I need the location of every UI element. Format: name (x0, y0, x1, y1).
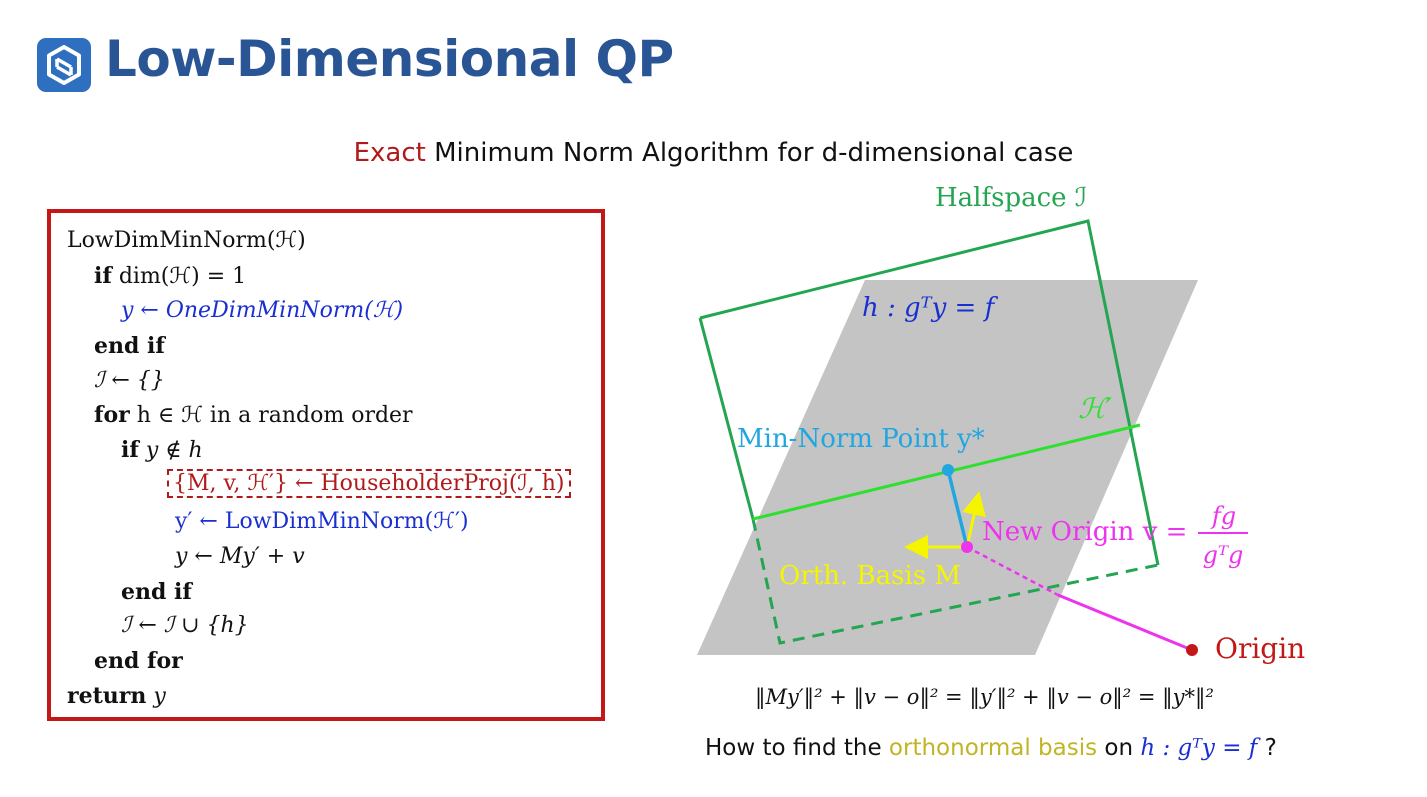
question-accent: orthonormal basis (888, 735, 1098, 761)
halfspace-boundary-hidden (751, 518, 1159, 645)
cube-logo-icon (37, 38, 91, 92)
algo-line-12: ℐ ← ℐ ∪ {h} (121, 613, 249, 638)
origin-segment (1057, 593, 1193, 652)
algo-line-8: {M, v, ℋ′} ← HouseholderProj(ℐ, h) (167, 469, 571, 499)
algo-line-13: end for (94, 648, 183, 674)
halfspace-boundary (699, 219, 1160, 566)
halfspace-boundary-left (698, 317, 755, 520)
halfspace-label: Halfspace ℐ (935, 183, 1087, 213)
basis-arrow-up (962, 491, 986, 548)
algo-line-9: y′ ← LowDimMinNorm(ℋ′) (175, 509, 469, 534)
algo-line-7: if y ∉ h (121, 435, 203, 465)
min-norm-label: Min-Norm Point y* (737, 424, 985, 454)
algo-text: h ∈ ℋ in a random order (129, 403, 413, 428)
projection-segment (946, 469, 969, 548)
algo-line-2: if dim(ℋ) = 1 (94, 261, 246, 291)
householder-highlight: {M, v, ℋ′} ← HouseholderProj(ℐ, h) (167, 469, 571, 498)
algo-keyword: return (67, 683, 147, 709)
origin-segment-hidden (966, 545, 1059, 597)
h-prime-label: ℋ′ (1078, 392, 1113, 425)
algo-keyword: for (94, 402, 130, 428)
fraction-numerator: fg (1210, 502, 1236, 530)
question-end: ? (1257, 735, 1277, 761)
question-line: How to find the orthonormal basis on h :… (705, 735, 1277, 761)
algo-line-10: y ← My′ + v (175, 544, 305, 569)
algo-text: y (146, 684, 166, 709)
plane-equation-label: h : gᵀy = f (862, 293, 999, 323)
origin-point (1186, 644, 1198, 656)
algorithm-box (47, 209, 605, 721)
algo-keyword: if (94, 263, 112, 289)
new-origin-label: New Origin v = (982, 517, 1187, 547)
subtitle-accent: Exact (353, 138, 426, 168)
algo-line-5: ℐ ← {} (94, 368, 165, 393)
algo-line-14: return y (67, 681, 166, 711)
algo-keyword: if (121, 437, 139, 463)
orth-basis-label: Orth. Basis M (779, 561, 961, 591)
origin-label: Origin (1215, 632, 1305, 665)
algo-line-1: LowDimMinNorm(ℋ) (67, 228, 306, 253)
fraction-denominator: gᵀg (1203, 541, 1244, 569)
page-title: Low-Dimensional QP (105, 30, 674, 88)
algo-line-4: end if (94, 333, 165, 359)
algo-text: dim(ℋ) = 1 (111, 264, 247, 289)
algo-line-3: y ← OneDimMinNorm(ℋ) (121, 298, 404, 323)
question-mid: on (1097, 735, 1141, 761)
question-pre: How to find the (705, 735, 889, 761)
algo-text: y ∉ h (138, 438, 203, 463)
min-norm-point (942, 464, 954, 476)
slide-subtitle: Exact Minimum Norm Algorithm for d-dimen… (0, 138, 1427, 168)
norm-equation: ‖My′‖² + ‖v − o‖² = ‖y′‖² + ‖v − o‖² = ‖… (755, 685, 1214, 709)
new-origin-point (961, 541, 973, 553)
algo-line-6: for h ∈ ℋ in a random order (94, 400, 413, 430)
algo-line-11: end if (121, 579, 192, 605)
question-math: h : gᵀy = f (1140, 735, 1258, 761)
subtitle-rest: Minimum Norm Algorithm for d-dimensional… (425, 138, 1074, 168)
